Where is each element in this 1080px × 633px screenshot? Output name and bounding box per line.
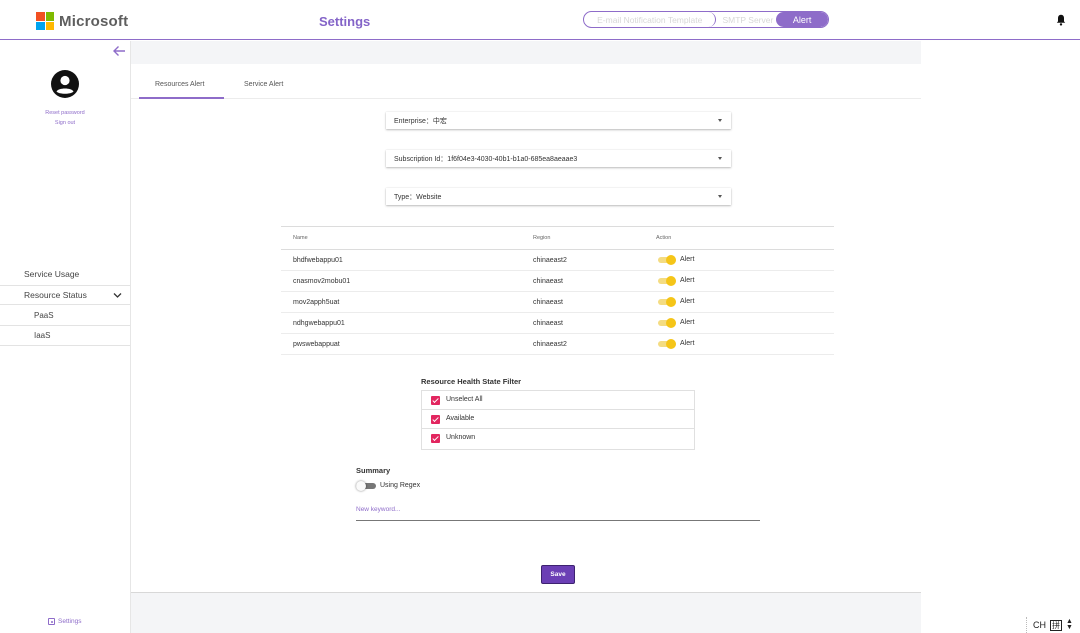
cell-name: pwswebappuat [293, 341, 340, 348]
regex-toggle-label: Using Regex [380, 482, 421, 489]
alert-toggle-label: Alert [680, 256, 695, 263]
tray-overflow-icon[interactable]: ▲ ▼ [1066, 618, 1073, 631]
cell-region: chinaeast [533, 320, 563, 327]
alert-toggle-label: Alert [680, 319, 695, 326]
sidebar-item-resource-status[interactable]: Resource Status [0, 285, 130, 305]
type-select-value: Type：Website [394, 193, 442, 201]
checkbox-unselect-all[interactable]: Unselect All [422, 391, 694, 410]
checkbox-checked-icon[interactable] [431, 434, 440, 443]
column-header-action: Action [656, 235, 672, 241]
cell-name: mov2apph5uat [293, 299, 340, 306]
page-title: Settings [319, 14, 371, 29]
alert-toggle[interactable] [658, 255, 676, 265]
table-row: bhdfwebappu01 chinaeast2 Alert [281, 250, 834, 271]
sign-out-link[interactable]: Sign out [54, 120, 76, 126]
sidebar-item-label: Service Usage [24, 269, 80, 279]
alert-toggle[interactable] [658, 276, 676, 286]
sidebar-item-paas[interactable]: PaaS [0, 305, 130, 326]
tab-service-alert[interactable]: Service Alert [244, 81, 284, 88]
caret-down-icon [718, 119, 722, 122]
column-header-name: Name [293, 235, 308, 241]
checkbox-label: Unknown [446, 434, 476, 441]
cell-region: chinaeast [533, 299, 563, 306]
segment-alert[interactable]: Alert [776, 12, 828, 27]
keyword-input[interactable] [356, 497, 760, 521]
cell-region: chinaeast2 [533, 341, 567, 348]
table-row: mov2apph5uat chinaeast Alert [281, 292, 834, 313]
checkbox-checked-icon[interactable] [431, 396, 440, 405]
sidebar-item-service-usage[interactable]: Service Usage [0, 268, 130, 280]
system-tray: CH 拼 ▲ ▼ [1026, 617, 1080, 633]
health-filter-list: Unselect All Available Unknown [421, 390, 695, 450]
table-row: cnasmov2mobu01 chinaeast Alert [281, 271, 834, 292]
account-circle-icon [51, 70, 79, 98]
table-row: pwswebappuat chinaeast2 Alert [281, 334, 834, 355]
settings-link[interactable]: Settings [48, 618, 82, 625]
alert-toggle[interactable] [658, 339, 676, 349]
alert-toggle[interactable] [658, 318, 676, 328]
chevron-down-icon [113, 293, 122, 298]
alert-toggle-label: Alert [680, 277, 695, 284]
ime-mode-icon[interactable]: 拼 [1050, 619, 1062, 631]
settings-link-label: Settings [58, 618, 82, 625]
microsoft-logo-icon [36, 12, 54, 30]
arrow-left-icon[interactable] [112, 45, 126, 57]
cell-region: chinaeast2 [533, 257, 567, 264]
language-indicator[interactable]: CH [1033, 620, 1046, 630]
sidebar-item-label: PaaS [34, 310, 54, 320]
health-filter-title: Resource Health State Filter [421, 377, 522, 386]
main-content: Resources Alert Service Alert Enterprise… [131, 64, 921, 592]
sidebar-item-label: IaaS [34, 330, 51, 340]
alert-tabs: Resources Alert Service Alert [131, 64, 921, 99]
resources-table: Name Region Action bhdfwebappu01 chinaea… [281, 226, 834, 355]
checkbox-label: Unselect All [446, 396, 483, 403]
checkbox-label: Available [446, 415, 475, 422]
alert-toggle-label: Alert [680, 298, 695, 305]
regex-toggle[interactable] [356, 481, 376, 491]
active-tab-indicator [139, 97, 224, 99]
sidebar-item-iaas[interactable]: IaaS [0, 325, 130, 346]
enterprise-select-value: Enterprise：中宏 [394, 117, 447, 125]
alert-toggle[interactable] [658, 297, 676, 307]
settings-box-icon [48, 618, 55, 625]
segment-smtp-server[interactable]: SMTP Server [722, 14, 774, 25]
save-button[interactable]: Save [541, 565, 575, 584]
type-select[interactable]: Type：Website [386, 188, 731, 205]
settings-segmented-control: E-mail Notification Template SMTP Server… [583, 11, 829, 28]
cell-name: ndhgwebappu01 [293, 320, 345, 327]
checkbox-available[interactable]: Available [422, 410, 694, 429]
subscription-select[interactable]: Subscription Id：1f6f04e3-4030-40b1-b1a0-… [386, 150, 731, 167]
segment-email-template[interactable]: E-mail Notification Template [584, 12, 717, 27]
summary-title: Summary [356, 466, 391, 475]
checkbox-unknown[interactable]: Unknown [422, 429, 694, 448]
enterprise-select[interactable]: Enterprise：中宏 [386, 112, 731, 129]
brand-name: Microsoft [59, 12, 129, 30]
content-bottom-band [131, 592, 921, 633]
right-blank-panel [921, 41, 1080, 633]
sidebar-item-label: Resource Status [24, 290, 87, 300]
bell-icon[interactable] [1056, 14, 1066, 26]
caret-down-icon [718, 195, 722, 198]
left-sidebar: Reset password Sign out Service Usage Re… [0, 41, 131, 633]
microsoft-logo[interactable]: Microsoft [36, 12, 128, 30]
table-row: ndhgwebappu01 chinaeast Alert [281, 313, 834, 334]
column-header-region: Region [533, 235, 551, 241]
cell-name: cnasmov2mobu01 [293, 278, 351, 285]
reset-password-link[interactable]: Reset password [45, 110, 85, 116]
tab-resources-alert[interactable]: Resources Alert [155, 81, 205, 88]
cell-name: bhdfwebappu01 [293, 257, 343, 264]
subscription-select-value: Subscription Id：1f6f04e3-4030-40b1-b1a0-… [394, 155, 578, 163]
table-header: Name Region Action [281, 226, 834, 250]
app-header: Microsoft Settings E-mail Notification T… [0, 0, 1080, 40]
alert-toggle-label: Alert [680, 340, 695, 347]
checkbox-checked-icon[interactable] [431, 415, 440, 424]
caret-down-icon [718, 157, 722, 160]
cell-region: chinaeast [533, 278, 563, 285]
content-top-band [131, 41, 921, 64]
